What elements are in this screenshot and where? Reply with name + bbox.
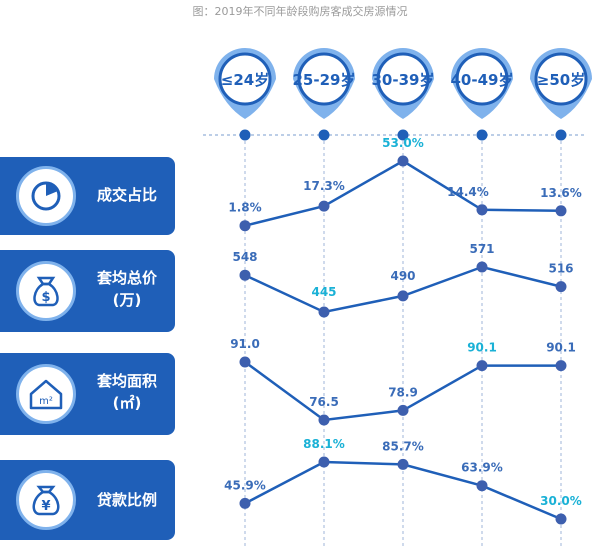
data-point: [318, 456, 330, 468]
data-label: 490: [390, 269, 415, 283]
age-label: 40-49岁: [451, 71, 514, 89]
age-bubble-inner: [297, 52, 351, 106]
data-label: 88.1%: [303, 437, 345, 451]
data-point: [555, 360, 567, 372]
yen-bag-icon: ¥: [16, 470, 76, 530]
age-label: ≥50岁: [537, 71, 585, 89]
data-label: 516: [548, 262, 573, 276]
data-label: 76.5: [309, 395, 339, 409]
age-bubble-inner: [455, 52, 509, 106]
metric-label: 成交占比: [84, 184, 170, 206]
pie-chart-icon: [16, 166, 76, 226]
data-point: [555, 513, 567, 525]
svg-text:$: $: [41, 290, 50, 305]
house-icon-text: m²: [39, 396, 53, 407]
data-point: [318, 200, 330, 212]
data-label: 13.6%: [540, 186, 582, 200]
data-label: 17.3%: [303, 179, 345, 193]
data-point: [318, 306, 330, 318]
metric-label-line1: 贷款比例: [96, 491, 157, 509]
data-label: 91.0: [230, 337, 260, 351]
data-label: 63.9%: [461, 461, 503, 475]
data-point: [397, 404, 409, 416]
age-bubble-inner: [218, 52, 272, 106]
data-point: [239, 269, 251, 281]
data-point: [397, 458, 409, 470]
axis-node: [555, 129, 567, 141]
data-label: 90.1: [546, 341, 576, 355]
age-label: 25-29岁: [293, 71, 356, 89]
age-bubble-inner: [534, 52, 588, 106]
data-label: 85.7%: [382, 439, 424, 453]
data-label: 14.4%: [447, 185, 489, 199]
metric-panel-avg-area: m² 套均面积 (㎡): [0, 353, 175, 435]
metric-panel-deal-share: 成交占比: [0, 157, 175, 235]
data-label: 548: [232, 250, 257, 264]
money-bag-icon: $: [16, 261, 76, 321]
data-point: [239, 220, 251, 232]
axis-node: [239, 129, 251, 141]
data-label: 53.0%: [382, 136, 424, 150]
data-point: [555, 205, 567, 217]
data-point: [476, 204, 488, 216]
metric-label-line2: (万): [112, 291, 142, 309]
metric-panel-loan-ratio: ¥ 贷款比例: [0, 460, 175, 540]
metric-panel-avg-price: $ 套均总价 (万): [0, 250, 175, 332]
metric-label: 套均面积 (㎡): [84, 370, 170, 414]
axis-node: [476, 129, 488, 141]
age-bubble-inner: [376, 52, 430, 106]
data-point: [397, 290, 409, 302]
metric-label-line2: (㎡): [112, 394, 142, 412]
metric-label: 贷款比例: [84, 489, 170, 511]
metric-label-line1: 成交占比: [96, 186, 157, 204]
data-label: 90.1: [467, 341, 497, 355]
data-point: [555, 281, 567, 293]
data-point: [476, 261, 488, 273]
metric-label-line1: 套均面积: [96, 372, 157, 390]
metric-label: 套均总价 (万): [84, 267, 170, 311]
age-label: 30-39岁: [372, 71, 435, 89]
chart-caption: 图：2019年不同年龄段购房客成交房源情况: [192, 5, 408, 18]
metric-label-line1: 套均总价: [96, 269, 157, 287]
yen-bag-icon-text: ¥: [41, 499, 50, 514]
data-point: [318, 414, 330, 426]
data-label: 78.9: [388, 385, 418, 399]
age-label: ≤24岁: [221, 71, 269, 89]
data-point: [476, 360, 488, 372]
axis-node: [397, 129, 409, 141]
data-label: 445: [311, 285, 336, 299]
data-label: 45.9%: [224, 478, 266, 492]
house-icon: m²: [16, 364, 76, 424]
data-label: 571: [469, 242, 494, 256]
data-point: [239, 497, 251, 509]
data-point: [476, 480, 488, 492]
axis-node: [318, 129, 330, 141]
data-label: 1.8%: [228, 201, 261, 215]
data-point: [239, 356, 251, 368]
data-label: 30.0%: [540, 494, 582, 508]
data-point: [397, 155, 409, 167]
